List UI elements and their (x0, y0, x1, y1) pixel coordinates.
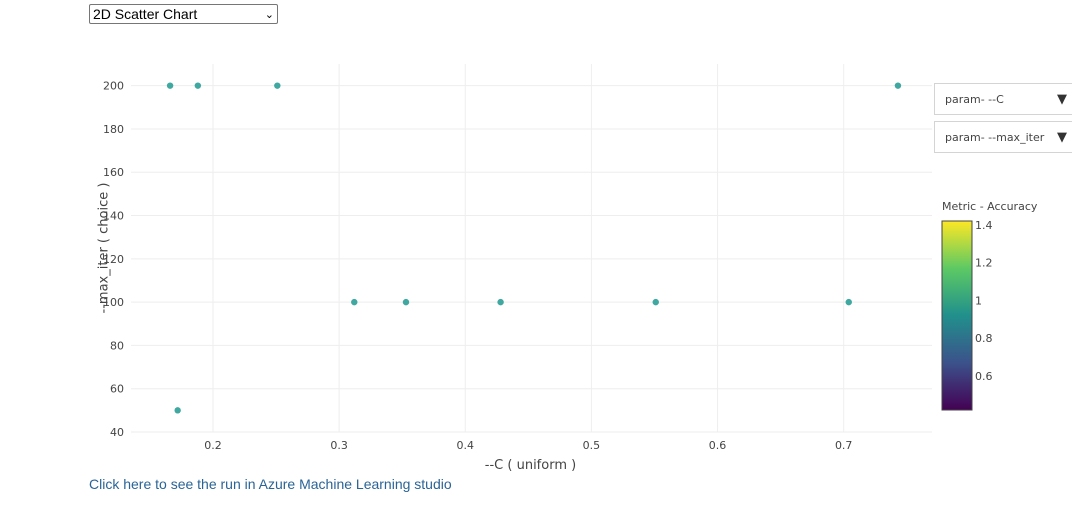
colorbar (941, 220, 973, 411)
chart-type-select[interactable]: 2D Scatter Chart ⌄ (89, 4, 278, 24)
y-axis-param-select[interactable]: param- --max_iter ▼ (934, 121, 1072, 153)
scatter-point[interactable] (166, 82, 174, 89)
x-axis-label: --C ( uniform ) (485, 458, 576, 473)
scatter-point[interactable] (845, 298, 852, 306)
x-tick-label: 0.5 (583, 439, 601, 452)
y-tick-label: 160 (103, 166, 124, 179)
colorbar-tick-label: 1.2 (975, 257, 993, 270)
x-axis-param-select[interactable]: param- --C ▼ (934, 83, 1072, 115)
y-axis-label: --max_iter ( choice ) (97, 183, 112, 314)
scatter-point[interactable] (274, 82, 281, 89)
x-tick-label: 0.3 (330, 439, 348, 452)
y-tick-label: 120 (103, 253, 124, 266)
scatter-point[interactable] (351, 298, 358, 306)
y-tick-label: 100 (103, 296, 124, 309)
chevron-down-icon: ⌄ (264, 8, 274, 21)
scatter-point[interactable] (194, 82, 202, 89)
scatter-point[interactable] (174, 407, 181, 414)
scatter-point[interactable] (894, 82, 902, 89)
y-tick-label: 60 (110, 383, 124, 396)
colorbar-tick-labels: 0.6 0.8 1 1.2 1.4 (975, 219, 993, 383)
triangle-down-icon: ▼ (1057, 129, 1067, 145)
scatter-point[interactable] (652, 298, 659, 306)
y-tick-label: 200 (103, 80, 124, 93)
x-tick-labels: 0.2 0.3 0.4 0.5 0.6 0.7 (204, 439, 852, 452)
y-tick-labels: 40 60 80 100 120 140 160 180 200 (103, 80, 124, 439)
colorbar-title: Metric - Accuracy (942, 200, 1038, 213)
azure-ml-studio-link[interactable]: Click here to see the run in Azure Machi… (89, 476, 452, 492)
chart-type-select-value: 2D Scatter Chart (93, 6, 198, 22)
triangle-down-icon: ▼ (1057, 91, 1067, 107)
y-tick-label: 80 (110, 339, 124, 352)
colorbar-tick-label: 0.8 (975, 332, 993, 345)
scatter-point[interactable] (402, 298, 410, 306)
data-points (166, 82, 902, 414)
y-tick-label: 140 (103, 210, 124, 223)
y-tick-label: 180 (103, 123, 124, 136)
x-tick-label: 0.2 (204, 439, 222, 452)
x-tick-label: 0.7 (835, 439, 853, 452)
y-tick-label: 40 (110, 426, 124, 439)
x-tick-label: 0.4 (457, 439, 475, 452)
scatter-point[interactable] (497, 298, 504, 306)
colorbar-tick-label: 1 (975, 294, 982, 307)
colorbar-tick-label: 0.6 (975, 370, 993, 383)
x-axis-param-value: param- --C (945, 92, 1004, 106)
grid-lines (131, 64, 932, 433)
y-axis-param-value: param- --max_iter (945, 130, 1045, 144)
colorbar-tick-label: 1.4 (975, 219, 993, 232)
x-tick-label: 0.6 (709, 439, 727, 452)
